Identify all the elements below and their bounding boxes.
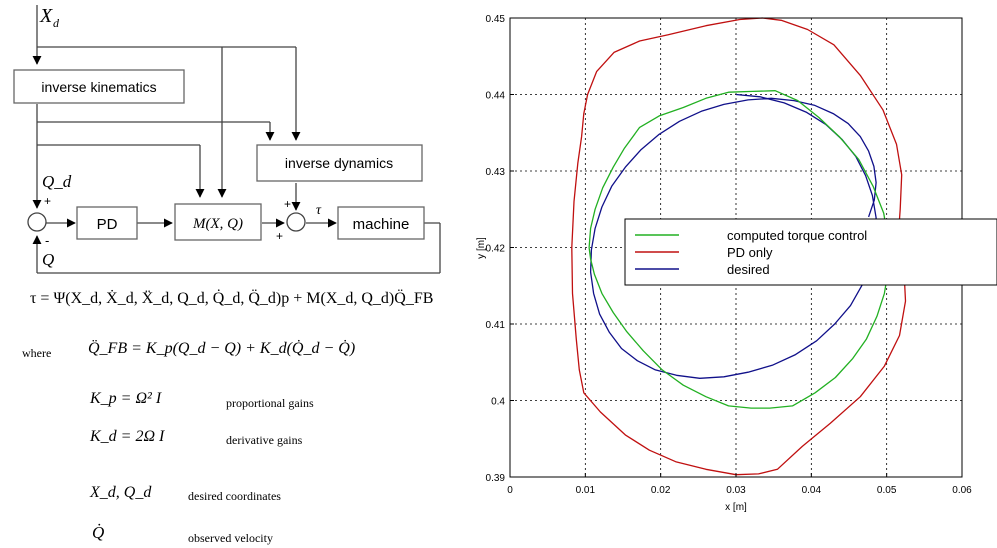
x-tick-label: 0.02 [651, 485, 671, 496]
sum2-plus-sign-top: + [284, 197, 291, 211]
legend-box [624, 218, 997, 286]
plot-ticks: 0 0.01 0.02 0.03 0.04 0.05 0.06 0.39 0.4 0.41 0.42… [486, 14, 973, 496]
series-line-desired [589, 93, 877, 379]
block-inverse-dynamics: inverse dynamics [256, 144, 423, 182]
control-block-diagram: X d inverse kinematics inverse dynamics … [13, 5, 441, 274]
where-label: where [22, 346, 52, 360]
x-tick-label: 0.06 [952, 485, 972, 496]
y-tick-label: 0.4 [491, 397, 505, 408]
summing-junction-1 [27, 212, 47, 232]
block-inverse-kinematics: inverse kinematics [13, 69, 185, 104]
x-tick-label: 0.05 [877, 485, 897, 496]
y-tick-label: 0.42 [486, 244, 506, 255]
torque-law-equation: τ = Ψ(X_d, Ẋ_d, Ẍ_d, Q_d, Q̇_d, Q̈_d)p +… [30, 290, 434, 307]
y-tick-label: 0.41 [486, 320, 506, 331]
observed-velocity-symbol: Q̇ [92, 523, 105, 542]
observed-velocity-description: observed velocity [188, 531, 273, 545]
signal-q-label: Q [42, 250, 54, 269]
x-tick-label: 0.01 [576, 485, 596, 496]
kp-description: proportional gains [226, 396, 314, 410]
summing-junction-2 [286, 212, 306, 232]
block-mass-matrix-label: M(X, Q) [192, 216, 243, 232]
y-tick-label: 0.45 [486, 14, 506, 25]
y-tick-label: 0.44 [486, 91, 506, 102]
signal-qd-label: Q_d [42, 172, 72, 191]
plot-legend: computed torque control PD only desired [624, 218, 997, 286]
trajectory-plot: 0 0.01 0.02 0.03 0.04 0.05 0.06 0.39 0.4 0.41 0.42… [476, 14, 997, 513]
x-tick-label: 0 [507, 485, 513, 496]
y-tick-label: 0.43 [486, 167, 506, 178]
sum1-plus-sign: + [44, 194, 51, 208]
signal-lines [32, 5, 441, 274]
legend-entry-label: PD only [727, 245, 773, 260]
desired-coordinates-symbols: X_d, Q_d [90, 484, 152, 501]
sum2-plus-sign-left: + [276, 229, 283, 243]
block-pd-label: PD [97, 216, 118, 233]
x-tick-label: 0.03 [726, 485, 746, 496]
feedback-law-equation: Q̈_FB = K_p(Q_d − Q) + K_d(Q̇_d − Q̇) [88, 340, 356, 357]
block-pd: PD [76, 206, 138, 240]
legend-entry-label: computed torque control [727, 228, 867, 243]
sum1-minus-sign: - [45, 233, 49, 248]
y-tick-label: 0.39 [486, 473, 506, 484]
block-machine-label: machine [353, 216, 410, 233]
y-axis-label: y [m] [476, 237, 487, 259]
block-inverse-kinematics-label: inverse kinematics [41, 79, 156, 95]
kd-definition: K_d = 2Ω I [90, 428, 165, 445]
legend-entry-label: desired [727, 262, 770, 277]
input-xd-sub: d [53, 16, 60, 30]
block-machine: machine [337, 206, 425, 240]
kp-definition: K_p = Ω² I [90, 390, 162, 407]
desired-coordinates-description: desired coordinates [188, 489, 281, 503]
block-inverse-dynamics-label: inverse dynamics [285, 155, 393, 171]
input-xd-label: X [39, 5, 53, 27]
block-mass-matrix: M(X, Q) [174, 203, 262, 241]
x-tick-label: 0.04 [802, 485, 822, 496]
kd-description: derivative gains [226, 433, 303, 447]
signal-tau-label: τ [316, 203, 322, 218]
x-axis-label: x [m] [725, 502, 747, 513]
